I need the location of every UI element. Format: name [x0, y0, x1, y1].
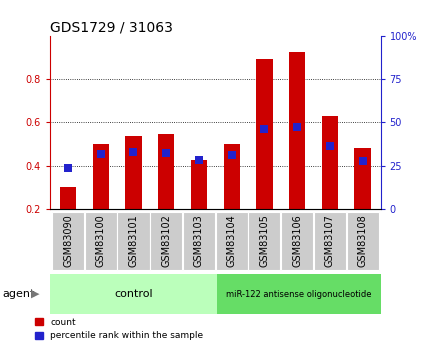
Text: GSM83090: GSM83090 [63, 214, 73, 267]
Bar [85, 211, 117, 270]
Bar [125, 137, 141, 209]
Bar [248, 211, 280, 270]
Text: GSM83104: GSM83104 [226, 214, 236, 267]
Bar [117, 211, 149, 270]
Bar [215, 211, 247, 270]
Bar [321, 117, 337, 209]
Text: GSM83101: GSM83101 [128, 214, 138, 267]
Bar [60, 187, 76, 209]
Bar [354, 148, 370, 209]
Bar [346, 211, 378, 270]
Bar [256, 59, 272, 209]
Bar [158, 134, 174, 209]
Text: miR-122 antisense oligonucleotide: miR-122 antisense oligonucleotide [226, 289, 371, 299]
Text: GSM83105: GSM83105 [259, 214, 269, 267]
Text: control: control [114, 289, 152, 299]
Text: GSM83106: GSM83106 [292, 214, 302, 267]
Bar [280, 211, 312, 270]
Text: agent: agent [2, 289, 34, 299]
Text: ▶: ▶ [31, 289, 40, 299]
Text: GSM83103: GSM83103 [194, 214, 204, 267]
Bar [217, 274, 380, 314]
Text: GSM83102: GSM83102 [161, 214, 171, 267]
Legend: count, percentile rank within the sample: count, percentile rank within the sample [35, 318, 203, 341]
Bar [92, 144, 108, 209]
Bar [191, 160, 207, 209]
Bar [183, 211, 214, 270]
Text: GSM83100: GSM83100 [95, 214, 105, 267]
Bar [223, 145, 239, 209]
Bar [288, 52, 305, 209]
Bar [313, 211, 345, 270]
Text: GDS1729 / 31063: GDS1729 / 31063 [50, 20, 172, 34]
Bar [52, 211, 84, 270]
Bar [150, 211, 182, 270]
Bar [50, 274, 217, 314]
Text: GSM83107: GSM83107 [324, 214, 334, 267]
Text: GSM83108: GSM83108 [357, 214, 367, 267]
